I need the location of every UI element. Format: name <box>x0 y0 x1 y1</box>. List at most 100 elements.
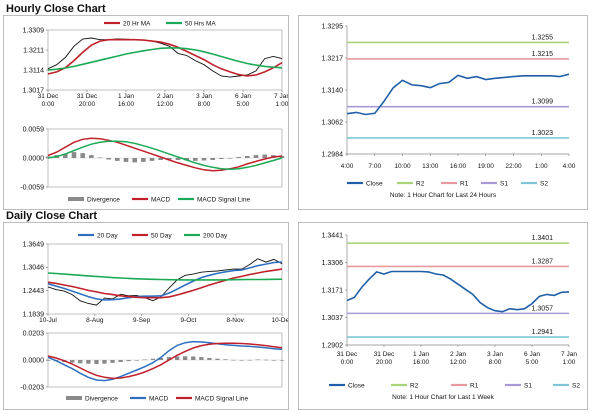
hourly-24h-legend-label: Close <box>366 181 383 188</box>
hourly-price-xtick-label: 2 Jan 12:00 <box>157 93 174 108</box>
daily-week-note: Note: 1 Hour Chart for Last 1 Week <box>392 394 495 401</box>
hourly-24h-chart: 1.3295 1.3217 1.3140 1.3062 1.2984 4:00 7:00 10… <box>322 23 576 199</box>
hourly-macd-divergence-bar <box>141 158 146 162</box>
daily-price-xtick-label: 10-Dec <box>272 317 288 324</box>
hourly-price-20-hr-ma-series-line <box>47 38 283 77</box>
hourly-macd-divergence-bar <box>227 158 233 159</box>
daily-price-xtick-label: 9-Oct <box>180 317 196 324</box>
daily-macd-divergence-bar <box>86 360 91 364</box>
daily-indicator-charts: 20 Day 50 Day 200 Day 1.3649 1.3046 1.2443 1.1… <box>20 233 293 403</box>
daily-week-level-label-r2: 1.3401 <box>532 235 554 242</box>
hourly-macd-macd-signal-line-series-line <box>47 140 283 171</box>
hourly-macd-divergence-bar <box>253 155 259 158</box>
hourly-24h-legend-label: R2 <box>416 181 425 188</box>
hourly-macd-divergence-bar <box>106 158 111 160</box>
daily-price-xtick-label: 9-Sep <box>133 317 151 324</box>
hourly-section-title: Hourly Close Chart <box>6 3 106 15</box>
hourly-24h-panel: 1.3295 1.3217 1.3140 1.3062 1.2984 4:00 7:00 10… <box>298 15 588 210</box>
daily-macd-divergence-bar <box>175 356 180 360</box>
daily-macd-divergence-bar <box>263 359 268 361</box>
daily-macd-divergence-bar <box>207 357 212 360</box>
daily-price-legend-label: 50 Day <box>151 233 172 240</box>
hourly-24h-ytick-label: 1.3140 <box>322 87 344 94</box>
hourly-price-ytick-label: 1.3017 <box>23 87 45 94</box>
daily-price-xtick-label: 8-Aug <box>86 317 104 324</box>
hourly-price-xtick-label: 31 Dec 0:00 <box>38 93 59 108</box>
hourly-macd-legend-label: Divergence <box>87 197 120 204</box>
daily-price-frame <box>47 243 283 315</box>
hourly-price-legend-label: 20 Hr MA <box>123 21 151 28</box>
hourly-price-xtick-label: 6 Jan 5:00 <box>235 93 251 108</box>
daily-macd-divergence-bar <box>70 360 75 363</box>
daily-week-panel: 1.3441 1.3306 1.3171 1.3037 1.2902 31 Dec 0:00… <box>298 222 588 410</box>
daily-week-xtick-label: 6 Jan 5:00 <box>524 351 540 366</box>
hourly-24h-xtick-label: 4:00 <box>341 163 354 170</box>
hourly-price-legend-label: 50 Hrs MA <box>185 21 216 28</box>
hourly-24h-note: Note: 1 Hour Chart for Last 24 Hours <box>390 192 497 199</box>
daily-macd-legend-label: Divergence <box>85 396 118 403</box>
daily-week-legend-label: R2 <box>410 383 419 390</box>
hourly-macd-divergence-bar <box>175 158 181 160</box>
daily-macd-divergence-bar <box>45 360 51 361</box>
daily-week-xtick-label: 3 Jan 8:00 <box>487 351 503 366</box>
daily-section-title: Daily Close Chart <box>6 210 98 222</box>
hourly-macd-divergence-bar <box>123 158 129 162</box>
daily-macd-legend-swatch <box>66 396 82 400</box>
daily-macd-divergence-bar <box>102 360 107 364</box>
daily-macd-divergence-bar <box>94 360 99 364</box>
hourly-macd-ytick-label: -0.0059 <box>20 184 44 191</box>
daily-week-xtick-label: 31 Dec 20:00 <box>374 351 395 366</box>
hourly-macd-divergence-bar <box>210 158 215 160</box>
hourly-price-ytick-label: 1.3114 <box>23 67 44 74</box>
hourly-macd-divergence-bar <box>219 158 224 159</box>
hourly-24h-xtick-label: 19:00 <box>478 163 495 170</box>
daily-week-level-label-s1: 1.3057 <box>532 305 554 312</box>
hourly-indicator-panel: 20 Hr MA 50 Hrs MA 1.3309 1.3211 1.3114 1.301… <box>3 15 290 210</box>
hourly-24h-legend-label: S2 <box>540 181 548 188</box>
daily-week-xtick-label: 7 Jan 1:00 <box>561 351 577 366</box>
hourly-24h-xtick-label: 1:00 <box>535 163 548 170</box>
hourly-price-xtick-label: 31 Dec 20:00 <box>77 93 98 108</box>
hourly-macd-divergence-bar <box>167 158 172 160</box>
hourly-price-ytick-label: 1.3309 <box>23 27 45 34</box>
daily-macd-ytick-label: 0.0000 <box>23 357 45 364</box>
daily-week-legend-label: R1 <box>470 383 479 390</box>
hourly-24h-xtick-label: 22:00 <box>505 163 522 170</box>
daily-price-legend-label: 20 Day <box>97 233 118 240</box>
daily-week-xtick-label: 1 Jan 16:00 <box>413 351 430 366</box>
daily-price-ytick-label: 1.3649 <box>23 241 45 248</box>
hourly-macd-divergence-bar <box>63 153 68 158</box>
hourly-macd-divergence-bar <box>245 156 250 158</box>
daily-macd-divergence-bar <box>183 356 188 360</box>
daily-macd-divergence-bar <box>158 357 164 360</box>
hourly-macd-divergence-bar <box>262 154 267 158</box>
hourly-24h-ytick-label: 1.3295 <box>322 23 344 30</box>
daily-macd-ytick-label: -0.0203 <box>20 384 44 391</box>
daily-macd-divergence-bar <box>223 359 228 360</box>
hourly-macd-divergence-bar <box>158 158 163 160</box>
daily-price-xtick-label: 8-Nov <box>227 317 245 324</box>
hourly-24h-close-series-line <box>346 73 570 116</box>
daily-week-ytick-label: 1.3037 <box>322 315 344 322</box>
hourly-macd-legend-swatch <box>68 197 84 201</box>
daily-week-ytick-label: 1.3171 <box>322 287 344 294</box>
daily-week-ytick-label: 1.2902 <box>322 342 344 349</box>
hourly-macd-divergence-bar <box>97 157 103 159</box>
daily-macd-divergence-bar <box>215 358 220 360</box>
daily-macd-divergence-bar <box>255 359 260 361</box>
daily-macd-divergence-bar <box>279 360 285 361</box>
hourly-macd-divergence-bar <box>193 158 198 161</box>
daily-macd-divergence-bar <box>199 357 204 360</box>
hourly-macd-legend-label: MACD <box>151 197 170 204</box>
daily-indicator-panel: 20 Day 50 Day 200 Day 1.3649 1.3046 1.2443 1.1… <box>3 222 293 410</box>
daily-price-xtick-label: 10-Jul <box>39 317 57 324</box>
hourly-24h-xtick-label: 10:00 <box>394 163 411 170</box>
daily-macd-divergence-bar <box>118 360 123 362</box>
hourly-price-ytick-label: 1.3211 <box>23 47 44 54</box>
daily-week-ytick-label: 1.3441 <box>322 232 344 239</box>
hourly-24h-level-label-r1: 1.3215 <box>532 51 554 58</box>
daily-price-close-series-line <box>47 258 283 306</box>
daily-macd-divergence-bar <box>150 358 156 360</box>
daily-macd-ytick-label: 0.0203 <box>23 330 45 337</box>
